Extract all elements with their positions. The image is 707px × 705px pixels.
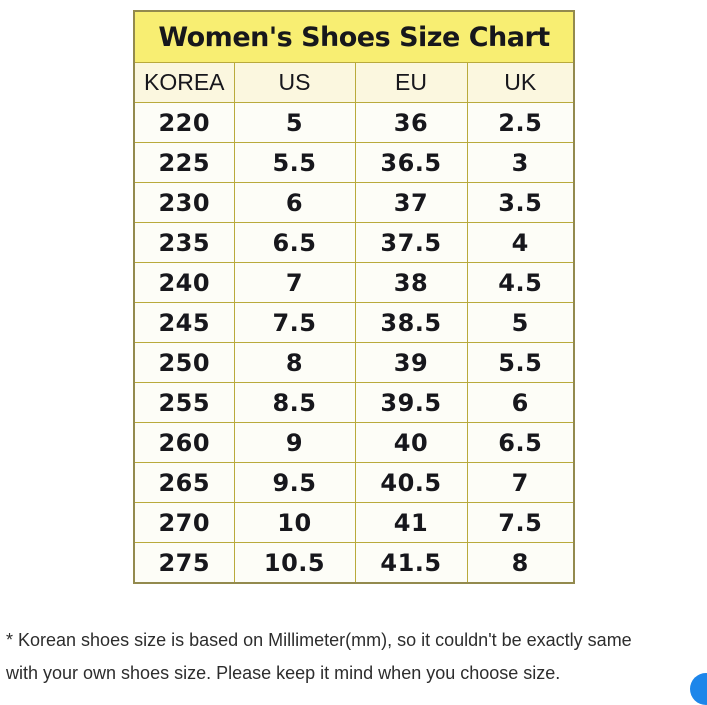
size-cell: 225: [133, 142, 235, 183]
size-cell: 38.5: [354, 302, 468, 343]
size-cell: 4.5: [466, 262, 575, 303]
size-cell: 6.5: [466, 422, 575, 463]
size-cell: 3.5: [466, 182, 575, 223]
size-cell: 5.5: [466, 342, 575, 383]
footnote-line-1: * Korean shoes size is based on Millimet…: [6, 630, 632, 650]
footnote: * Korean shoes size is based on Millimet…: [6, 624, 706, 690]
table-row: 225 5.5 36.5 3: [133, 142, 575, 183]
table-row: 260 9 40 6.5: [133, 422, 575, 463]
table-row: 275 10.5 41.5 8: [133, 542, 575, 584]
size-cell: 4: [466, 222, 575, 263]
size-cell: 8.5: [233, 382, 356, 423]
column-header-korea: KOREA: [133, 62, 235, 103]
size-cell: 3: [466, 142, 575, 183]
size-cell: 275: [133, 542, 235, 584]
footnote-line-2: with your own shoes size. Please keep it…: [6, 663, 561, 683]
size-cell: 2.5: [466, 102, 575, 143]
size-cell: 220: [133, 102, 235, 143]
size-cell: 8: [233, 342, 356, 383]
table-row: 240 7 38 4.5: [133, 262, 575, 303]
table-row: 270 10 41 7.5: [133, 502, 575, 543]
size-chart-table: Women's Shoes Size Chart KOREA US EU UK …: [133, 10, 576, 584]
column-header-eu: EU: [354, 62, 468, 103]
size-cell: 245: [133, 302, 235, 343]
size-cell: 10.5: [233, 542, 356, 584]
size-cell: 41.5: [354, 542, 468, 584]
table-row: 265 9.5 40.5 7: [133, 462, 575, 503]
size-cell: 5: [466, 302, 575, 343]
size-cell: 260: [133, 422, 235, 463]
size-cell: 265: [133, 462, 235, 503]
size-cell: 10: [233, 502, 356, 543]
size-cell: 36: [354, 102, 468, 143]
size-cell: 7: [233, 262, 356, 303]
size-cell: 250: [133, 342, 235, 383]
table-row: 245 7.5 38.5 5: [133, 302, 575, 343]
size-cell: 39: [354, 342, 468, 383]
size-cell: 6.5: [233, 222, 356, 263]
chart-title: Women's Shoes Size Chart: [133, 10, 575, 63]
size-cell: 7.5: [466, 502, 575, 543]
size-cell: 7: [466, 462, 575, 503]
table-row: 255 8.5 39.5 6: [133, 382, 575, 423]
title-row: Women's Shoes Size Chart: [133, 10, 575, 63]
size-cell: 9.5: [233, 462, 356, 503]
size-cell: 270: [133, 502, 235, 543]
table-row: 230 6 37 3.5: [133, 182, 575, 223]
size-cell: 40: [354, 422, 468, 463]
size-cell: 37: [354, 182, 468, 223]
size-cell: 9: [233, 422, 356, 463]
header-row: KOREA US EU UK: [133, 62, 575, 103]
size-cell: 240: [133, 262, 235, 303]
table-row: 220 5 36 2.5: [133, 102, 575, 143]
size-cell: 7.5: [233, 302, 356, 343]
size-cell: 41: [354, 502, 468, 543]
size-cell: 37.5: [354, 222, 468, 263]
table-row: 250 8 39 5.5: [133, 342, 575, 383]
size-cell: 5: [233, 102, 356, 143]
size-cell: 40.5: [354, 462, 468, 503]
table-row: 235 6.5 37.5 4: [133, 222, 575, 263]
size-cell: 36.5: [354, 142, 468, 183]
size-cell: 230: [133, 182, 235, 223]
column-header-uk: UK: [466, 62, 575, 103]
size-cell: 38: [354, 262, 468, 303]
size-cell: 8: [466, 542, 575, 584]
size-cell: 6: [233, 182, 356, 223]
size-cell: 235: [133, 222, 235, 263]
size-cell: 5.5: [233, 142, 356, 183]
size-cell: 6: [466, 382, 575, 423]
column-header-us: US: [233, 62, 356, 103]
size-cell: 255: [133, 382, 235, 423]
size-cell: 39.5: [354, 382, 468, 423]
